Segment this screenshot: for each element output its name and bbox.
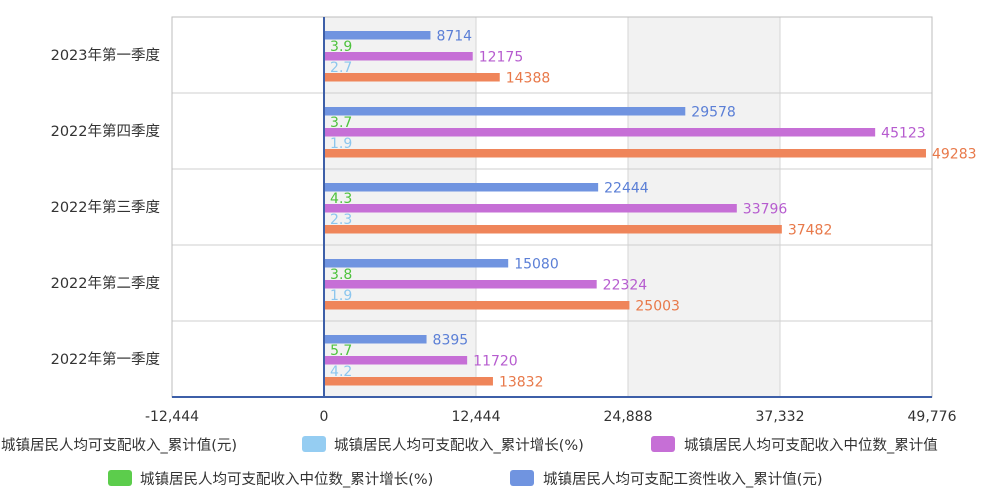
data-label: 3.8 [330, 267, 352, 283]
data-label: 13832 [499, 374, 544, 390]
grid-band [172, 17, 324, 397]
legend-label: 城镇居民人均可支配工资性收入_累计值(元) [543, 471, 823, 488]
data-label: 45123 [881, 125, 926, 141]
legend-swatch [108, 470, 132, 486]
x-tick-label: 24,888 [604, 409, 653, 425]
category-label: 2022年第三季度 [51, 198, 160, 216]
data-label: 5.7 [330, 343, 352, 359]
x-tick-label: -12,444 [145, 409, 199, 425]
legend-swatch [302, 436, 326, 452]
legend-label: 城镇居民人均可支配收入_累计值(元) [1, 437, 237, 454]
bar [324, 128, 876, 137]
data-label: 29578 [691, 104, 736, 120]
category-label: 2022年第一季度 [51, 350, 160, 368]
bar [324, 204, 737, 213]
data-label: 4.2 [330, 364, 352, 380]
x-tick-label: 0 [320, 409, 329, 425]
bar [324, 356, 468, 365]
data-label: 22444 [604, 180, 649, 196]
bar [324, 225, 782, 234]
category-label: 2022年第四季度 [51, 122, 160, 140]
legend-label: 城镇居民人均可支配收入中位数_累计增长(%) [140, 471, 433, 488]
data-label: 15080 [514, 256, 559, 272]
bar [324, 183, 599, 192]
bar [324, 149, 926, 158]
legend-label: 城镇居民人均可支配收入_累计增长(%) [334, 437, 584, 454]
data-label: 14388 [506, 70, 551, 86]
data-label: 1.9 [330, 136, 352, 152]
data-label: 22324 [603, 277, 648, 293]
data-label: 4.3 [330, 191, 352, 207]
data-label: 49283 [932, 146, 977, 162]
bar [324, 107, 686, 116]
x-tick-label: 12,444 [452, 409, 501, 425]
category-label: 2022年第二季度 [51, 274, 160, 292]
data-label: 33796 [743, 201, 788, 217]
data-label: 37482 [788, 222, 833, 238]
data-label: 2.7 [330, 60, 352, 76]
bar [324, 31, 431, 40]
data-label: 8714 [436, 28, 472, 44]
data-label: 2.3 [330, 212, 352, 228]
bar [324, 301, 630, 310]
bar [324, 280, 597, 289]
x-tick-label: 49,776 [908, 409, 957, 425]
category-label: 2023年第一季度 [51, 46, 160, 64]
x-tick-label: 37,332 [756, 409, 805, 425]
grid-band [780, 17, 932, 397]
data-label: 25003 [635, 298, 680, 314]
data-label: 8395 [433, 332, 469, 348]
bar [324, 52, 473, 61]
bar [324, 259, 509, 268]
data-label: 12175 [479, 49, 524, 65]
data-label: 3.7 [330, 115, 352, 131]
bar [324, 73, 500, 82]
bar [324, 377, 493, 386]
legend-swatch [510, 470, 534, 486]
data-label: 1.9 [330, 288, 352, 304]
data-label: 3.9 [330, 39, 352, 55]
bar [324, 335, 427, 344]
data-label: 11720 [473, 353, 518, 369]
legend-label: 城镇居民人均可支配收入中位数_累计值 [684, 437, 938, 454]
legend-swatch [651, 436, 675, 452]
